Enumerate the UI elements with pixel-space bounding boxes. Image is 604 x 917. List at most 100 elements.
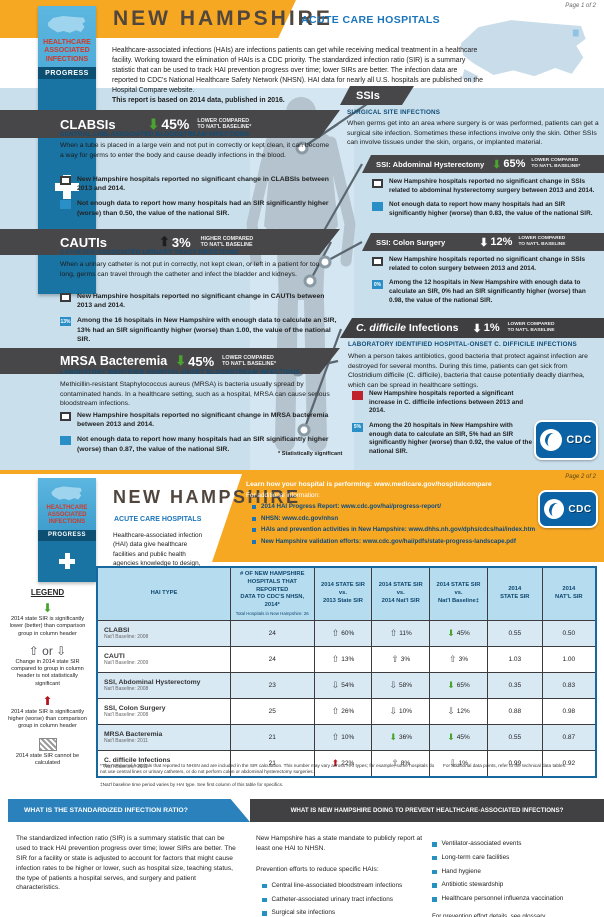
natl-sir-cell: 0.87	[541, 724, 597, 751]
list-item: Catheter-associated urinary tract infect…	[262, 896, 424, 904]
prevention-list-2: Ventilator-associated events Long-term c…	[432, 840, 600, 904]
hai-type-cell: CAUTI Nat'l Baseline: 2009	[96, 646, 231, 673]
bullet-marker	[60, 176, 71, 185]
cdiff-banner: C. difficile Infections 1% LOWER COMPARE…	[340, 318, 604, 338]
cdc-emblem-icon	[540, 429, 563, 451]
hospitals-count-cell: 24	[229, 620, 315, 647]
clabsi-title: CLABSIs	[60, 116, 116, 132]
prevention-banner: WHAT IS NEW HAMPSHIRE DOING TO PREVENT H…	[250, 799, 604, 822]
ssi-title: SSIs	[356, 89, 380, 102]
cdiff-sublabel: LABORATORY IDENTIFIED HOSPITAL-ONSET C. …	[348, 341, 577, 348]
intro-bold-line: This report is based on 2014 data, publi…	[112, 97, 285, 104]
hai-type-cell: SSI, Abdominal Hysterectomy Nat'l Baselin…	[96, 672, 231, 699]
info-link-item[interactable]: NHSN: www.cdc.gov/nhsn	[252, 515, 542, 522]
bullet-square-icon	[432, 869, 437, 875]
ssi-ah-banner: SSI: Abdominal Hysterectomy 65% LOWER CO…	[362, 155, 604, 173]
hai-type-cell: SSI, Colon Surgery Nat'l Baseline: 2008	[96, 698, 231, 725]
mrsa-banner: MRSA Bacteremia 45% LOWER COMPARED TO NA…	[0, 348, 340, 374]
plus-icon	[55, 174, 79, 199]
vs-2013-cell: 22%	[313, 750, 373, 778]
list-item-text: Long-term care facilities	[441, 853, 510, 861]
hospitals-count-cell: 24	[229, 646, 315, 673]
logo-map-icon	[51, 486, 82, 501]
info-link-item[interactable]: 2014 HAI Progress Report: www.cdc.gov/ha…	[252, 503, 542, 510]
trend-arrow-icon	[447, 732, 455, 742]
intro-text: Healthcare-associated infections (HAIs) …	[112, 46, 484, 106]
cauti-stat: 3%	[171, 234, 191, 250]
legend-arrow-icon	[29, 645, 66, 657]
bullet-text: New Hampshire hospitals reported a signi…	[369, 390, 524, 415]
bullet-marker	[372, 257, 383, 266]
hospital-compare-link[interactable]: Learn how your hospital is performing: w…	[246, 481, 492, 488]
clabsi-bullets: New Hampshire hospitals reported no sign…	[60, 175, 338, 218]
vs-2013-cell: 10%	[313, 724, 373, 751]
legend-item: Change in 2014 state SIR compared to gro…	[6, 645, 90, 688]
bullet-square-icon	[252, 539, 256, 544]
list-item: Healthcare personnel influenza vaccinati…	[432, 895, 600, 903]
bullet-square-icon	[432, 883, 437, 888]
cdiff-trend-arrow-icon	[473, 322, 482, 335]
bullet-text: New Hampshire hospitals reported no sign…	[77, 293, 325, 310]
info-link-item[interactable]: HAIs and prevention activities in New Ha…	[252, 526, 542, 533]
bullet-marker	[372, 179, 383, 188]
intro-body: Healthcare-associated infections (HAIs) …	[112, 47, 483, 94]
hai-type-cell: C. difficile Infections Nat'l Baseline: 2…	[96, 750, 231, 778]
clabsi-banner: CLABSIs 45% LOWER COMPARED TO NAT'L BASE…	[0, 110, 340, 138]
col-2014-natl-sir: 2014 NAT'L SIR	[541, 566, 597, 621]
mrsa-stat: 45%	[188, 353, 215, 369]
list-item: Hand hygiene	[432, 868, 600, 876]
prevention-col: New Hampshire has a state mandate to pub…	[256, 834, 424, 917]
vs-2013-cell: 26%	[313, 698, 373, 725]
prevention-efforts-label: Prevention efforts to reduce specific HA…	[256, 865, 379, 873]
bullet-marker	[60, 293, 71, 302]
vs-baseline-cell: 45%	[429, 620, 488, 647]
info-link-text[interactable]: New Hampshire validation efforts: www.cd…	[261, 537, 516, 545]
col-vs-2013: 2014 STATE SIR vs. 2013 State SIR	[313, 566, 373, 621]
trend-arrow-icon	[449, 654, 457, 664]
mrsa-bullets: New Hampshire hospitals reported no sign…	[60, 411, 338, 454]
page-subtitle: ACUTE CARE HOSPITALS	[301, 14, 441, 26]
clabsi-stat: 45%	[161, 116, 190, 132]
mrsa-title: MRSA Bacteremia	[60, 354, 168, 368]
state-sir-cell: 0.35	[486, 672, 543, 699]
vs-2014-natl-cell: 36%	[371, 724, 431, 751]
trend-arrow-icon	[391, 654, 399, 664]
legend-arrow-icon	[42, 602, 52, 614]
vs-baseline-cell: 3%	[429, 646, 488, 673]
vs-baseline-cell: 45%	[429, 724, 488, 751]
bullet-square-icon	[262, 911, 267, 916]
trend-arrow-icon	[332, 680, 340, 690]
bullet-text: Not enough data to report how many hospi…	[389, 201, 593, 217]
bullet-square-icon	[432, 897, 437, 902]
natl-sir-cell: 1.00	[541, 646, 597, 673]
trend-arrow-icon	[389, 732, 397, 742]
info-link-text[interactable]: NHSN: www.cdc.gov/nhsn	[261, 514, 339, 522]
hospitals-count-cell: 25	[229, 698, 315, 725]
bullet-square-icon	[432, 842, 437, 847]
list-item: Long-term care facilities	[432, 854, 600, 862]
table-row: SSI, Abdominal Hysterectomy Nat'l Baselin…	[96, 672, 597, 699]
bullet-item: 0% Among the 12 hospitals in New Hampshi…	[372, 279, 598, 305]
info-link-text[interactable]: HAIs and prevention activities in New Ha…	[261, 526, 536, 533]
cdiff-compare-label: LOWER COMPARED TO NAT'L BASELINE	[507, 322, 555, 333]
bullet-text: Among the 16 hospitals in New Hampshire …	[77, 317, 337, 343]
legend-item-text: 2014 state SIR is significantly lower (b…	[9, 616, 86, 637]
list-item: Surgical site infections	[262, 909, 424, 917]
bullet-item: Not enough data to report how many hospi…	[372, 201, 598, 218]
info-link-text[interactable]: 2014 HAI Progress Report: www.cdc.gov/ha…	[261, 503, 441, 510]
list-item-text: Healthcare personnel influenza vaccinati…	[441, 895, 564, 903]
cauti-trend-arrow-icon	[159, 234, 170, 250]
col-vs-2014-natl: 2014 STATE SIR vs. 2014 Nat'l SIR	[371, 566, 431, 621]
cdiff-desc: When a person takes antibiotics, good ba…	[348, 353, 588, 389]
logo-map-icon	[47, 15, 86, 33]
info-link-item[interactable]: New Hampshire validation efforts: www.cd…	[252, 538, 542, 545]
natl-sir-cell: 0.83	[541, 672, 597, 699]
cauti-desc: When a urinary catheter is not put in co…	[60, 261, 320, 278]
logo-text: HEALTHCARE ASSOCIATED INFECTIONS	[46, 505, 88, 526]
legend-item-text: Change in 2014 state SIR compared to gro…	[11, 658, 84, 687]
bullet-text: Among the 12 hospitals in New Hampshire …	[389, 279, 586, 304]
state-sir-cell: 0.55	[486, 724, 543, 751]
natl-sir-cell: 0.92	[541, 750, 597, 778]
legend-item: 2014 state SIR is significantly higher (…	[6, 695, 90, 731]
